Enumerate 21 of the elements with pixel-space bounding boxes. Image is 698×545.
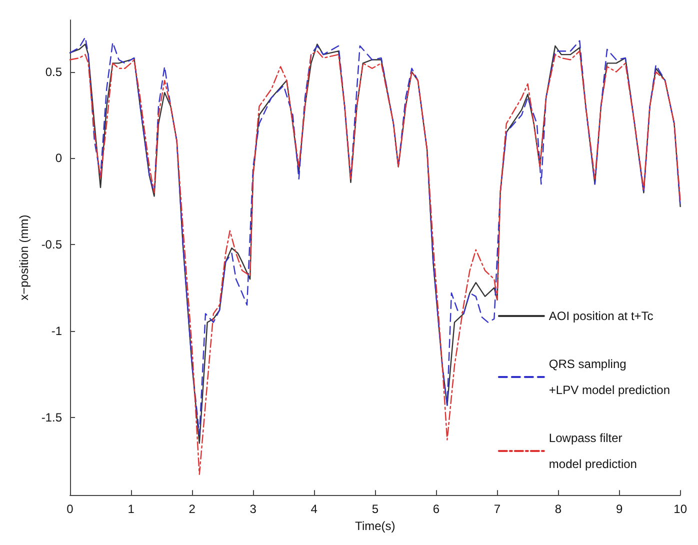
legend-label: AOI position at t+Tc — [548, 309, 654, 323]
x-tick-label: 6 — [432, 502, 440, 516]
y-tick-label: 0.5 — [45, 64, 62, 79]
x-tick-label: 4 — [310, 502, 318, 516]
x-tick-label: 9 — [616, 502, 623, 516]
y-tick-label: -1 — [51, 324, 62, 338]
x-tick-label: 1 — [128, 502, 135, 516]
x-tick-label: 10 — [674, 502, 688, 516]
legend-label: QRS sampling +LPV model prediction — [548, 357, 670, 397]
x-tick-label: 5 — [372, 502, 379, 516]
x-tick-label: 8 — [554, 502, 562, 516]
y-tick-label: -1.5 — [41, 410, 62, 424]
y-axis-title: x−position (mm) — [17, 214, 31, 300]
y-tick-label: -0.5 — [41, 238, 62, 252]
x-tick-label: 3 — [250, 502, 257, 516]
x-axis-title: Time(s) — [355, 519, 396, 533]
y-tick-label: 0 — [55, 151, 62, 166]
x-tick-label: 2 — [188, 502, 196, 516]
legend-label: Lowpass filter model prediction — [548, 431, 637, 471]
x-tick-label: 7 — [494, 502, 501, 516]
x-tick-label: 0 — [66, 502, 74, 516]
